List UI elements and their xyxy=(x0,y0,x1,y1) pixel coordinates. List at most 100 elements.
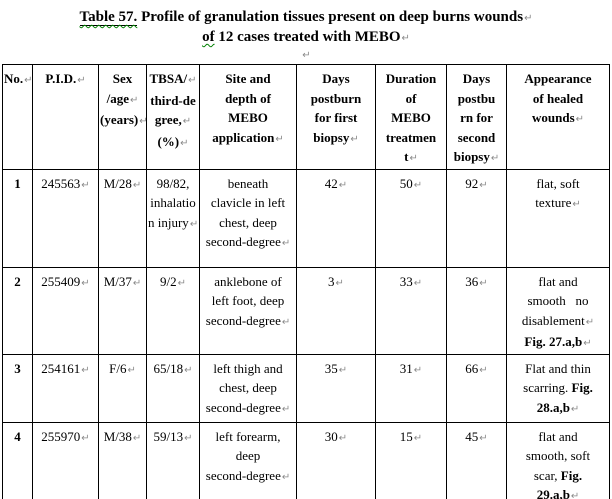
text-segment: 45 xyxy=(465,428,479,444)
text-segment: M/28 xyxy=(103,175,132,191)
return-mark: ↵ xyxy=(479,432,488,444)
text-segment: F/6 xyxy=(109,360,127,376)
text-segment: flat and xyxy=(538,273,578,289)
return-mark: ↵ xyxy=(189,218,199,230)
text-line: deep xyxy=(201,446,295,466)
text-segment: smooth no xyxy=(527,293,589,308)
text-line: depth of xyxy=(201,89,295,109)
text-line: biopsy↵ xyxy=(298,128,374,150)
text-segment: (years) xyxy=(100,112,139,127)
cell-appearance: Flat and thin scarring. Fig. 28.a,b↵ xyxy=(506,353,610,423)
text-segment: 65/18 xyxy=(153,360,184,376)
text-segment: of xyxy=(405,90,417,106)
text-line: smooth no xyxy=(508,291,608,311)
table-title-line1: Table 57. Profile of granulation tissues… xyxy=(0,8,612,28)
return-mark: ↵ xyxy=(184,432,193,444)
return-mark: ↵ xyxy=(575,114,585,125)
text-line: MEBO xyxy=(201,108,295,128)
text-segment: third-de xyxy=(150,92,196,108)
text-line: 15↵ xyxy=(377,427,445,449)
text-segment: 59/13 xyxy=(153,428,184,444)
text-segment: postbu xyxy=(457,90,496,106)
text-segment: second xyxy=(457,129,496,145)
text-segment: second-degree xyxy=(205,312,281,328)
text-segment: second-degree xyxy=(205,467,281,483)
text-segment: t xyxy=(404,149,409,164)
cell-days-first: 35↵ xyxy=(296,353,376,423)
text-line: for first xyxy=(298,108,374,128)
header-cell-no: No.↵ xyxy=(2,64,33,170)
table-number-label: Table 57. xyxy=(79,9,138,26)
text-line: scarring. Fig. xyxy=(508,378,608,398)
return-mark: ↵ xyxy=(338,432,348,444)
text-segment: rn for xyxy=(460,110,493,125)
text-line: (%)↵ xyxy=(148,132,198,154)
return-mark: ↵ xyxy=(281,316,291,328)
text-segment: chest, deep xyxy=(219,214,277,230)
text-segment: 31 xyxy=(399,360,413,376)
return-mark: ↵ xyxy=(302,50,311,61)
return-mark: ↵ xyxy=(188,75,197,86)
text-line: biopsy↵ xyxy=(448,147,505,168)
text-line: treatmen xyxy=(377,128,445,148)
text-segment: smooth, soft xyxy=(525,448,591,463)
text-segment: biopsy xyxy=(313,129,350,145)
text-segment: M/38 xyxy=(103,428,132,444)
text-line: Days xyxy=(298,69,374,89)
text-line: rn for xyxy=(448,108,505,128)
header-cell-duration: Duration of MEBO treatmen t↵ xyxy=(375,64,447,170)
text-line: 42↵ xyxy=(298,174,374,196)
text-segment: biopsy xyxy=(453,149,490,164)
header-cell-site-depth: Site and depth of MEBO application↵ xyxy=(199,64,297,170)
text-line: 9/2↵ xyxy=(148,272,198,294)
text-segment: 255970 xyxy=(41,428,81,444)
text-line: gree,↵ xyxy=(148,110,198,132)
text-segment: M/37 xyxy=(103,273,132,289)
text-line: second-degree↵ xyxy=(201,466,295,488)
cell-days-first: 30↵ xyxy=(296,421,376,499)
text-segment: Appearance xyxy=(524,71,592,86)
text-line: chest, deep xyxy=(201,213,295,233)
text-line: wounds↵ xyxy=(508,108,608,130)
cell-tbsa: 9/2↵ xyxy=(146,266,200,355)
table-title-line2: of 12 cases treated with MEBO↵ xyxy=(0,28,612,48)
cell-tbsa: 98/82, inhalatio n injury↵ xyxy=(146,168,200,268)
text-segment: second-degree xyxy=(205,399,281,415)
return-mark: ↵ xyxy=(335,277,344,289)
cell-site-depth: anklebone of left foot, deep second-degree… xyxy=(199,266,297,355)
text-line: 50↵ xyxy=(377,174,445,196)
return-mark: ↵ xyxy=(401,33,410,44)
text-line: 35↵ xyxy=(298,359,374,381)
cell-site-depth: left thigh and chest, deep second-degree↵ xyxy=(199,353,297,423)
return-mark: ↵ xyxy=(524,13,533,24)
text-line: 255409↵ xyxy=(34,272,97,294)
text-line: Days xyxy=(448,69,505,89)
text-segment: No. xyxy=(4,71,24,86)
text-line: 36↵ xyxy=(448,272,505,294)
text-segment: clavicle in left xyxy=(210,195,286,210)
header-row: No.↵ P.I.D.↵ Sex/age↵(years)↵ TBSA/↵thir… xyxy=(2,64,610,170)
return-mark: ↵ xyxy=(132,432,142,444)
text-segment: Site and xyxy=(225,71,271,86)
text-segment: Duration xyxy=(385,71,437,86)
text-line: 92↵ xyxy=(448,174,505,196)
text-line: texture↵ xyxy=(508,193,608,215)
return-mark: ↵ xyxy=(572,199,581,210)
text-line: second-degree↵ xyxy=(201,311,295,333)
text-segment: depth of xyxy=(225,90,271,106)
text-line: M/37↵ xyxy=(100,272,145,294)
text-line: 2 xyxy=(4,272,31,292)
text-segment: scar, xyxy=(533,467,561,483)
granulation-table: No.↵ P.I.D.↵ Sex/age↵(years)↵ TBSA/↵thir… xyxy=(2,64,610,499)
text-segment: wounds xyxy=(531,110,575,125)
text-segment: Days xyxy=(462,71,491,86)
text-line: clavicle in left xyxy=(201,193,295,213)
text-segment: 2 xyxy=(14,273,21,289)
cell-days-first: 42↵ xyxy=(296,168,376,268)
cell-pid: 254161↵ xyxy=(32,353,99,423)
cell-site-depth: left forearm, deep second-degree↵ xyxy=(199,421,297,499)
text-line: Fig. 27.a,b↵ xyxy=(508,332,608,353)
text-segment: 30 xyxy=(324,428,338,444)
text-line: 31↵ xyxy=(377,359,445,381)
cell-appearance: flat, soft texture↵ xyxy=(506,168,610,268)
